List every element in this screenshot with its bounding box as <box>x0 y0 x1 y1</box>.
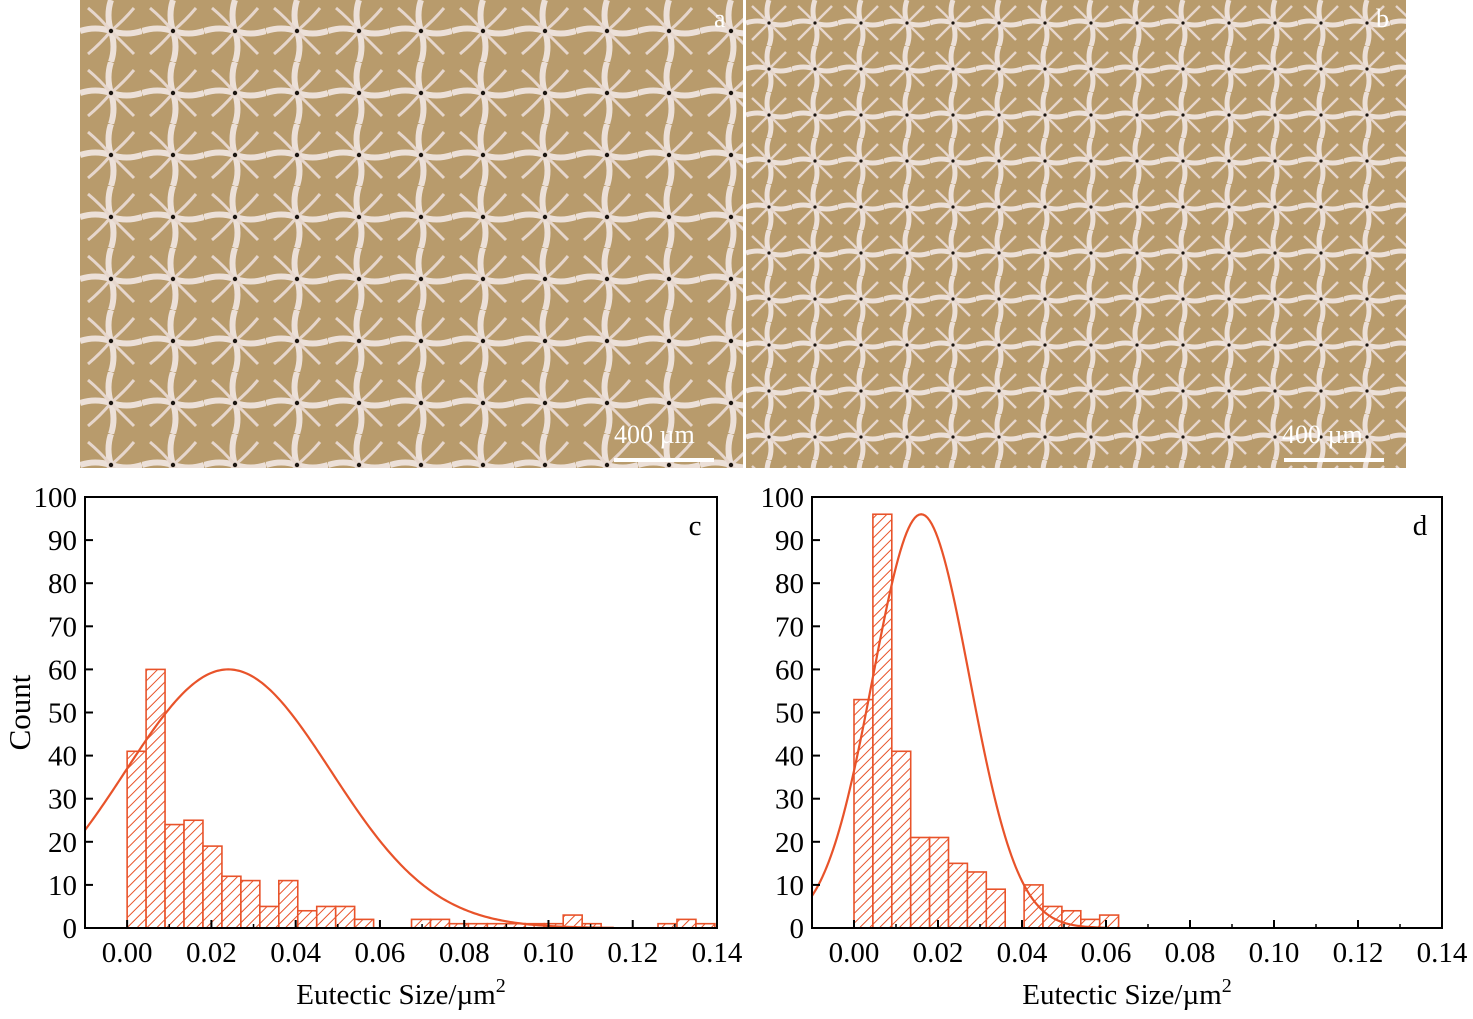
chart-c-bar <box>353 918 375 929</box>
chart-d-fit-curve <box>811 513 1109 929</box>
chart-c-x-tick-label: 0.10 <box>523 937 574 969</box>
chart-c-y-tick-label: 70 <box>48 611 77 643</box>
chart-d-bar <box>947 862 969 929</box>
chart-d-y-tick-label: 80 <box>775 568 804 600</box>
chart-c-x-tick-label: 0.08 <box>439 937 490 969</box>
chart-c-y-tick-label: 30 <box>48 784 77 816</box>
chart-d-y-tick-label: 100 <box>761 482 805 514</box>
chart-c-bar <box>315 905 337 929</box>
chart-c-fit-curve <box>84 668 614 929</box>
chart-d-y-tick-label: 20 <box>775 827 804 859</box>
chart-d-x-tick-label: 0.02 <box>913 937 964 969</box>
chart-d-x-tick-label: 0.04 <box>997 937 1048 969</box>
chart-d-panel-label: d <box>1413 510 1428 542</box>
chart-d-x-tick-label: 0.12 <box>1333 937 1384 969</box>
chart-c-y-tick-label: 40 <box>48 741 77 773</box>
micrograph-b-image <box>746 0 1406 468</box>
chart-c-y-tick-label: 60 <box>48 654 77 686</box>
chart-c-x-tick-label: 0.06 <box>355 937 406 969</box>
chart-c-bar <box>145 668 166 929</box>
chart-c-bar <box>202 845 223 929</box>
scale-bar-a <box>614 458 714 462</box>
micrograph-a-image <box>80 0 743 468</box>
chart-c-y-tick-label: 100 <box>34 482 78 514</box>
micrograph-a: a 400 µm <box>80 0 743 468</box>
chart-c-bar <box>259 905 280 929</box>
chart-c-y-tick-label: 90 <box>48 525 77 557</box>
chart-d-x-tick-label: 0.14 <box>1417 937 1468 969</box>
chart-d-x-tick-label: 0.08 <box>1165 937 1216 969</box>
chart-d-bar <box>985 888 1006 929</box>
chart-d-bar <box>909 836 931 929</box>
scale-bar-label-a: 400 µm <box>614 420 695 449</box>
chart-c-bar <box>240 879 261 929</box>
scale-bar-b <box>1284 458 1384 462</box>
chart-c-x-tick-label: 0.14 <box>692 937 743 969</box>
chart-c-x-tick-label: 0.00 <box>102 937 153 969</box>
chart-d-bar <box>966 871 988 929</box>
chart-c-bar <box>164 823 185 929</box>
chart-c-bar <box>296 909 318 929</box>
chart-d-y-tick-label: 30 <box>775 784 804 816</box>
chart-d-x-tick-label: 0.00 <box>829 937 880 969</box>
chart-c-bar <box>429 918 451 929</box>
chart-c-x-tick-label: 0.04 <box>270 937 321 969</box>
micrograph-b: b 400 µm <box>746 0 1406 468</box>
chart-d-x-tick-label: 0.06 <box>1081 937 1132 969</box>
histogram-charts: 0.00 0.02 0.04 0.06 0.08 0.10 0.12 0.14 0 10 20 30 4… <box>2 482 1468 1011</box>
chart-d-y-tick-label: 90 <box>775 525 804 557</box>
chart-c-y-tick-label: 10 <box>48 870 77 902</box>
chart-c-bar <box>221 875 242 929</box>
chart-d-bar <box>928 836 950 929</box>
chart-d-y-tick-label: 50 <box>775 698 804 730</box>
panel-label-a: a <box>714 4 726 33</box>
chart-c-y-tick-label: 0 <box>63 913 78 945</box>
chart-c-x-tick-label: 0.12 <box>607 937 658 969</box>
chart-c-bar <box>126 750 147 929</box>
chart-d-bar <box>872 513 893 929</box>
chart-c-x-tick-label: 0.02 <box>186 937 237 969</box>
chart-c-y-tick-label: 50 <box>48 698 77 730</box>
chart-d-y-tick-label: 10 <box>775 870 804 902</box>
chart-d-y-tick-label: 70 <box>775 611 804 643</box>
chart-c-panel-label: c <box>689 510 702 542</box>
chart-d-y-tick-label: 0 <box>790 913 805 945</box>
chart-d-y-tick-label: 40 <box>775 741 804 773</box>
chart-d-y-tick-label: 60 <box>775 654 804 686</box>
chart-c-y-tick-label: 20 <box>48 827 77 859</box>
chart-d-bar <box>853 698 874 929</box>
scale-bar-label-b: 400 µm <box>1282 420 1363 449</box>
chart-c-y-tick-label: 80 <box>48 568 77 600</box>
panel-label-b: b <box>1376 4 1389 33</box>
chart-c-bar <box>676 918 697 929</box>
chart-c-bar <box>183 819 204 929</box>
chart-d-x-axis-label: Eutectic Size/µm2 <box>1022 975 1232 1011</box>
chart-d-bar <box>1098 914 1120 929</box>
chart-c-y-axis-label: Count <box>2 674 37 750</box>
chart-d-bar <box>890 750 912 929</box>
chart-c-x-axis-label: Eutectic Size/µm2 <box>296 975 506 1011</box>
chart-c-bar <box>410 918 432 929</box>
chart-d-x-tick-label: 0.10 <box>1249 937 1300 969</box>
